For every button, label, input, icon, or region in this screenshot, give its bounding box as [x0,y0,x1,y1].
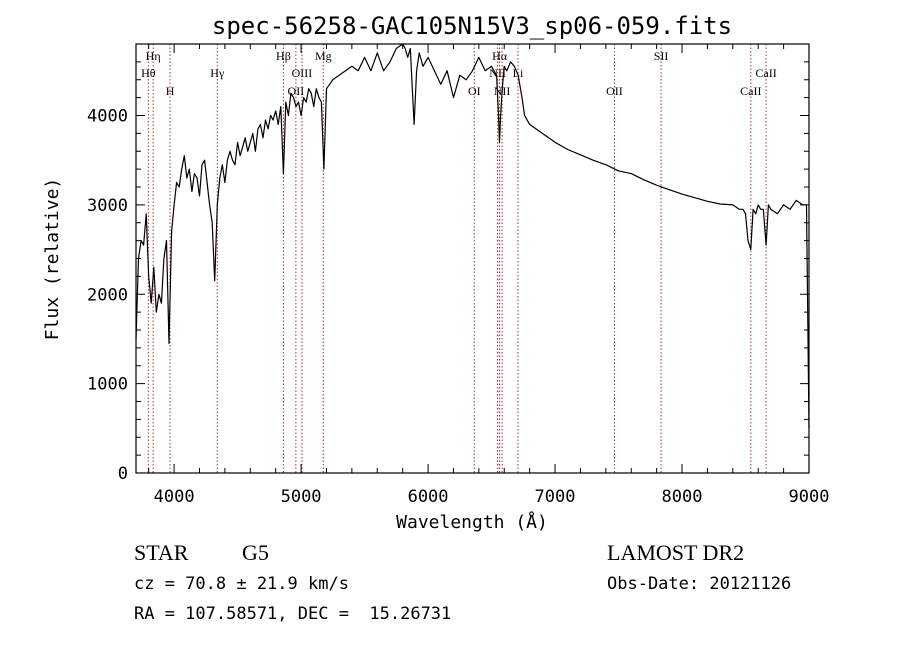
line-label: H [166,84,175,98]
x-axis: 4000 5000 6000 7000 8000 9000 [148,44,830,507]
line-label: Hβ [276,49,291,63]
x-tick-label: 7000 [535,487,576,507]
x-tick-label: 8000 [662,487,703,507]
y-axis: 0 1000 2000 3000 4000 [87,43,809,484]
redshift-info: cz = 70.8 ± 21.9 km/s [134,574,349,594]
object-subclass: G5 [242,540,269,565]
line-label: CaII [740,84,761,98]
x-axis-label: Wavelength (Å) [396,511,548,533]
line-label: Hθ [141,66,156,80]
y-tick-label: 2000 [87,285,128,305]
y-tick-label: 3000 [87,196,128,216]
x-tick-label: 4000 [154,487,195,507]
y-tick-label: 1000 [87,375,128,395]
x-tick-label: 6000 [408,487,449,507]
line-label: Mg [315,49,332,63]
plot-frame [135,43,810,474]
survey-name: LAMOST DR2 [607,540,744,565]
object-class: STAR [134,540,189,565]
spectral-line-markers [147,44,767,473]
line-label: CaII [755,66,776,80]
chart-title: spec-56258-GAC105N15V3_sp06-059.fits [212,12,732,40]
spectral-line-labels: HηHθHHγHβOIIIOIIMgOIHαNIINIILiOIISIICaII… [141,49,777,98]
spectrum-line [135,43,810,429]
line-label: OI [468,84,481,98]
line-label: Hα [492,49,508,63]
x-tick-label: 9000 [789,487,830,507]
y-tick-label: 0 [118,464,128,484]
line-label: Hη [146,49,161,63]
y-axis-label: Flux (relative) [42,178,63,341]
line-label: OII [606,84,623,98]
line-label: Li [513,66,524,80]
y-tick-label: 4000 [87,107,128,127]
coordinates-info: RA = 107.58571, DEC = 15.26731 [134,604,451,624]
line-label: OIII [292,66,313,80]
x-tick-label: 5000 [281,487,322,507]
observation-date: Obs-Date: 20121126 [607,574,791,594]
line-label: SII [654,49,669,63]
line-label: Hγ [210,66,225,80]
